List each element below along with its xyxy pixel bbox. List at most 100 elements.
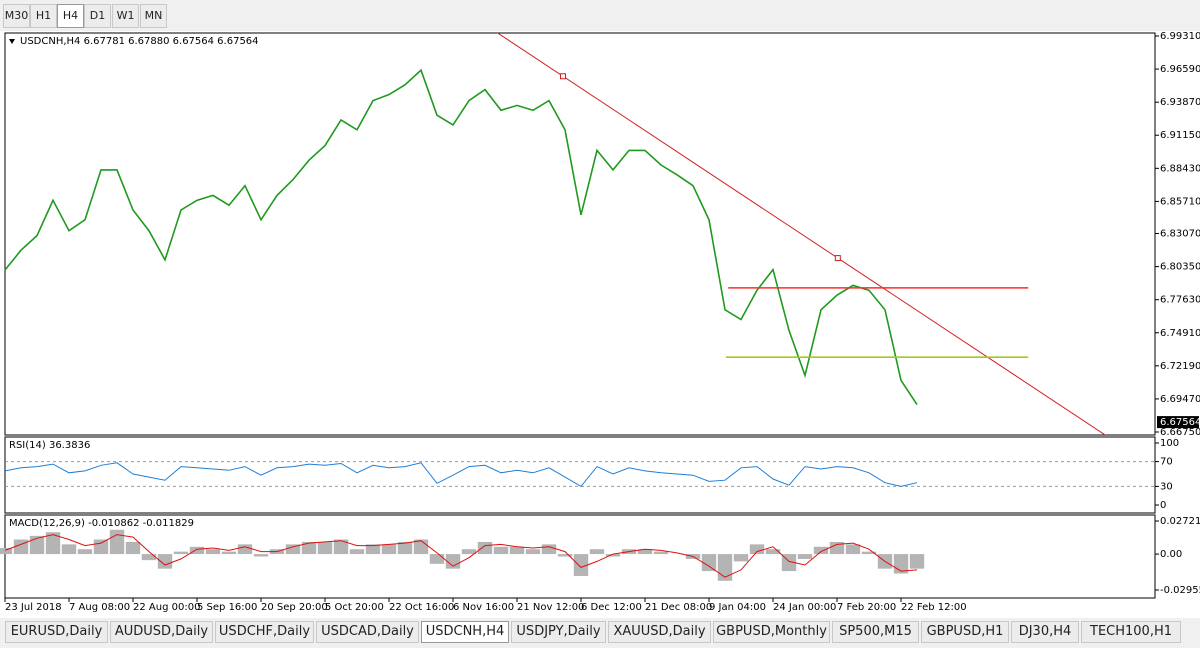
histogram-bar xyxy=(157,554,173,569)
symbol-tab[interactable]: GBPUSD,H1 xyxy=(921,621,1009,643)
series-line xyxy=(4,534,918,578)
y-tick-label: 6.85710 xyxy=(1160,196,1200,207)
trend-anchor xyxy=(834,255,841,262)
histogram-bar xyxy=(813,546,829,555)
histogram-bar xyxy=(93,539,109,555)
histogram-bar xyxy=(445,554,461,569)
histogram-bar xyxy=(557,554,573,557)
histogram-bar xyxy=(0,548,13,555)
x-tick-label: 9 Jan 04:00 xyxy=(709,602,766,613)
symbol-tab[interactable]: USDCAD,Daily xyxy=(316,621,419,643)
histogram-bar xyxy=(461,549,477,555)
x-tick-label: 22 Feb 12:00 xyxy=(901,602,967,613)
symbol-tab[interactable]: SP500,M15 xyxy=(832,621,919,643)
y-tick-label: 6.69470 xyxy=(1160,394,1200,405)
x-tick-label: 5 Sep 16:00 xyxy=(197,602,257,613)
histogram-bar xyxy=(541,544,557,555)
histogram-bar xyxy=(573,554,589,576)
histogram-bar xyxy=(381,544,397,555)
histogram-bar xyxy=(429,554,445,564)
histogram-bar xyxy=(749,544,765,555)
y-tick-label: -0.029558 xyxy=(1160,585,1200,596)
histogram-bar xyxy=(509,546,525,555)
y-tick-label: 70 xyxy=(1160,457,1173,468)
y-tick-label: 6.74910 xyxy=(1160,328,1200,339)
timeframe-button[interactable]: MN xyxy=(140,4,167,28)
histogram-bar xyxy=(301,541,317,555)
histogram-bar xyxy=(477,541,493,555)
y-tick-label: 6.88430 xyxy=(1160,163,1200,174)
x-tick-label: 20 Sep 20:00 xyxy=(261,602,328,613)
histogram-bar xyxy=(765,549,781,555)
histogram-bar xyxy=(397,541,413,555)
histogram-bar xyxy=(733,554,749,562)
histogram-bar xyxy=(797,554,813,559)
series-line xyxy=(4,462,918,488)
header-arrow xyxy=(9,39,15,44)
histogram-bar xyxy=(493,546,509,555)
x-tick-label: 21 Dec 08:00 xyxy=(645,602,712,613)
x-tick-label: 22 Oct 16:00 xyxy=(389,602,454,613)
timeframe-button[interactable]: H1 xyxy=(30,4,57,28)
trend-line xyxy=(496,33,1107,435)
histogram-bar xyxy=(525,549,541,555)
histogram-bar xyxy=(141,554,157,561)
timeframe-button[interactable]: D1 xyxy=(84,4,111,28)
histogram-bar xyxy=(909,554,925,569)
x-tick-label: 6 Nov 16:00 xyxy=(453,602,514,613)
y-tick-label: 6.80350 xyxy=(1160,262,1200,273)
histogram-bar xyxy=(589,549,605,555)
symbol-tab[interactable]: GBPUSD,Monthly xyxy=(713,621,830,643)
x-tick-label: 21 Nov 12:00 xyxy=(517,602,584,613)
symbol-tab[interactable]: AUDUSD,Daily xyxy=(110,621,213,643)
y-tick-label: 6.96590 xyxy=(1160,64,1200,75)
y-tick-label: 6.72190 xyxy=(1160,361,1200,372)
x-tick-label: 7 Aug 08:00 xyxy=(69,602,130,613)
symbol-tab[interactable]: USDCNH,H4 xyxy=(421,621,509,643)
x-tick-label: 7 Feb 20:00 xyxy=(837,602,896,613)
y-tick-label: 30 xyxy=(1160,481,1173,492)
symbol-tab[interactable]: USDJPY,Daily xyxy=(511,621,606,643)
histogram-bar xyxy=(205,549,221,555)
histogram-bar xyxy=(61,544,77,555)
histogram-bar xyxy=(333,539,349,555)
histogram-bar xyxy=(77,549,93,555)
indicator-label: RSI(14) 36.3836 xyxy=(9,440,90,451)
y-tick-label: 0.00 xyxy=(1160,549,1182,560)
x-tick-label: 24 Jan 00:00 xyxy=(773,602,836,613)
symbol-tab[interactable]: USDCHF,Daily xyxy=(215,621,314,643)
histogram-bar xyxy=(365,544,381,555)
x-tick-label: 22 Aug 00:00 xyxy=(133,602,200,613)
symbol-tab[interactable]: DJ30,H4 xyxy=(1011,621,1079,643)
x-tick-label: 6 Dec 12:00 xyxy=(581,602,642,613)
indicator-label: USDCNH,H4 6.67781 6.67880 6.67564 6.6756… xyxy=(20,36,259,47)
histogram-bar xyxy=(349,549,365,555)
last-price-label: 6.67564 xyxy=(1160,417,1200,428)
panel-frame xyxy=(4,436,1156,514)
histogram-bar xyxy=(253,554,269,557)
histogram-bar xyxy=(701,554,717,572)
chart-window: USDCNH,H4 6.67781 6.67880 6.67564 6.6756… xyxy=(0,31,1200,618)
histogram-bar xyxy=(605,554,621,557)
last-price-box xyxy=(1157,416,1199,429)
y-tick-label: 6.83070 xyxy=(1160,229,1200,240)
histogram-bar xyxy=(637,549,653,555)
chart-background xyxy=(0,31,1200,618)
timeframe-button[interactable]: W1 xyxy=(112,4,139,28)
histogram-bar xyxy=(845,544,861,555)
histogram-bar xyxy=(237,544,253,555)
histogram-bar xyxy=(173,551,189,555)
histogram-bar xyxy=(285,544,301,555)
histogram-bar xyxy=(109,529,125,555)
histogram-bar xyxy=(125,541,141,555)
y-tick-label: 0 xyxy=(1160,500,1166,511)
series-line xyxy=(4,68,918,406)
symbol-tab[interactable]: EURUSD,Daily xyxy=(5,621,108,643)
histogram-bar xyxy=(317,541,333,555)
symbol-tab[interactable]: XAUUSD,Daily xyxy=(608,621,711,643)
histogram-bar xyxy=(189,546,205,555)
histogram-bar xyxy=(29,535,45,555)
timeframe-button[interactable]: M30 xyxy=(3,4,30,28)
timeframe-button[interactable]: H4 xyxy=(57,4,84,28)
symbol-tab[interactable]: TECH100,H1 xyxy=(1081,621,1181,643)
